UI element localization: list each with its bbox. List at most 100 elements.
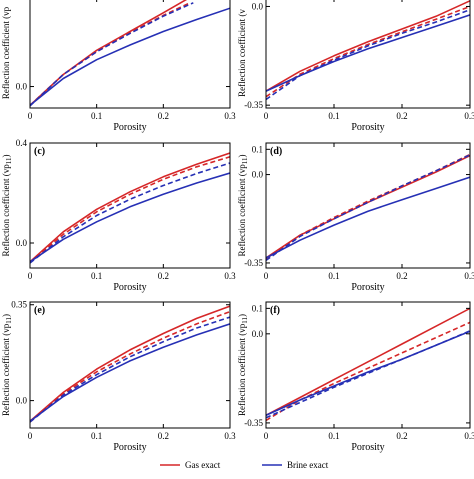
plot-frame [29, 142, 231, 269]
panel-5: 0 0.1 0.2 0.3 0.35 0.0 Porosity Reflection coef… [1, 300, 236, 453]
y-axis-label: Reflection coefficient (vp11) [237, 154, 249, 256]
series-line-2630b5-dashed [30, 2, 194, 107]
panel-label: (e) [34, 305, 45, 316]
y-axis-label-text: Reflection coefficient (vp [237, 164, 247, 257]
y-tick-label: 0.35 [11, 300, 27, 310]
y-axis-label: Reflection coefficient (vp11) [1, 314, 13, 416]
series-line-gas-exact [266, 307, 470, 417]
series-group [30, 0, 230, 107]
y-axis-label-close: ) [1, 154, 11, 157]
x-tick-label: 0.3 [464, 111, 474, 121]
x-tick-label: 0.1 [328, 431, 339, 441]
y-tick-label: 0.0 [16, 396, 28, 406]
y-tick-label: 0.4 [16, 138, 28, 148]
x-tick-label: 0.1 [91, 431, 102, 441]
y-tick-label: 0.0 [16, 82, 28, 92]
y-tick-label: 0.1 [252, 144, 263, 154]
y-tick-label: 0.0 [252, 329, 264, 339]
panel-2: 0 0.1 0.2 0.3 0.0 -0.35 Porosity Reflection coe… [237, 0, 474, 133]
series-line-brine-exact [30, 7, 230, 106]
series-line-brine-exact [266, 176, 470, 259]
series-line-d62728-dashed [30, 310, 230, 423]
panel-label: (f) [270, 305, 280, 316]
y-axis-label-subscript: 11 [5, 157, 13, 164]
panel-4: 0 0.1 0.2 0.3 0.1 0.0 -0.35 Porosity Reflection … [237, 142, 474, 293]
x-tick-label: 0.2 [396, 111, 407, 121]
y-axis-label: Reflection coefficient (vp [1, 6, 11, 99]
y-axis-label: Reflection coefficient (vp11) [237, 314, 249, 416]
series-line-brine-exact [266, 14, 470, 92]
y-axis-label-text: Reflection coefficient (vp [237, 323, 247, 416]
plot-frame [265, 301, 471, 429]
plot-frame [265, 0, 471, 109]
panels: 0 0.1 0.2 0.3 0.0 Porosity Reflection coeffici… [1, 0, 474, 453]
y-tick-label: -0.35 [244, 258, 263, 268]
series-line-2630b5-dashed [266, 330, 470, 419]
y-tick-label: 0.0 [16, 238, 28, 248]
series-group [266, 0, 470, 101]
x-tick-label: 0.1 [328, 111, 339, 121]
x-tick-label: 0.3 [464, 271, 474, 281]
series-line-d62728-dashed [30, 156, 230, 264]
series-line-brine-exact [30, 323, 230, 422]
y-axis-label-close: ) [1, 314, 11, 317]
x-tick-label: 0.2 [158, 271, 169, 281]
series-line-gas-exact [30, 152, 230, 263]
y-axis-label-text: Reflection coefficient (vp [1, 6, 11, 99]
x-tick-label: 0 [264, 431, 269, 441]
series-line-2630b5-dashed [266, 9, 470, 101]
y-axis-label-subscript: 11 [5, 316, 13, 323]
series-line-gas-exact [30, 305, 230, 422]
x-tick-label: 0.1 [328, 271, 339, 281]
series-group [30, 305, 230, 423]
y-axis-label-close: ) [237, 154, 247, 157]
x-axis-label: Porosity [113, 282, 146, 293]
panel-3: 0 0.1 0.2 0.3 0.0 0.4 Porosity Reflection coeff… [1, 138, 236, 293]
x-tick-label: 0 [28, 271, 33, 281]
y-axis-label-subscript: 11 [241, 157, 249, 164]
legend: Gas exact Brine exact [160, 460, 329, 470]
x-axis-label: Porosity [113, 122, 146, 133]
legend-label-brine-exact: Brine exact [287, 460, 329, 470]
series-line-brine-exact [30, 172, 230, 263]
series-line-2630b5-dashed [266, 154, 470, 262]
x-tick-label: 0 [28, 431, 33, 441]
x-tick-label: 0.2 [396, 271, 407, 281]
series-group [266, 153, 470, 262]
y-axis-label: Reflection coefficient (v [237, 9, 247, 97]
x-tick-label: 0.3 [464, 431, 474, 441]
y-tick-label: -0.35 [244, 418, 263, 428]
x-tick-label: 0.3 [224, 431, 236, 441]
y-axis-label-text: Reflection coefficient (vp [1, 164, 11, 257]
x-tick-label: 0.3 [224, 111, 236, 121]
panel-label: (d) [270, 146, 282, 157]
y-axis-label-text: Reflection coefficient (vp [1, 323, 11, 416]
panel-label: (c) [34, 146, 45, 157]
series-line-d62728-dashed [266, 321, 470, 422]
y-tick-label: 0.0 [252, 1, 264, 11]
series-line-d62728-dashed [266, 5, 470, 98]
y-axis-label-text: Reflection coefficient (v [237, 9, 247, 97]
y-tick-label: 0.1 [252, 303, 263, 313]
x-tick-label: 0 [264, 111, 269, 121]
x-axis-label: Porosity [113, 442, 146, 453]
x-tick-label: 0 [28, 111, 33, 121]
series-group [266, 307, 470, 422]
y-tick-label: -0.35 [244, 100, 263, 110]
x-tick-label: 0 [264, 271, 269, 281]
plot-frame [29, 301, 231, 429]
y-tick-label: 0.0 [252, 170, 264, 180]
panel-1: 0 0.1 0.2 0.3 0.0 Porosity Reflection coeffici… [1, 0, 236, 133]
series-line-gas-exact [266, 0, 470, 92]
x-tick-label: 0.2 [396, 431, 407, 441]
series-group [30, 152, 230, 264]
x-tick-label: 0.3 [224, 271, 236, 281]
x-tick-label: 0.1 [91, 271, 102, 281]
x-tick-label: 0.2 [158, 111, 169, 121]
plot-frame [29, 0, 231, 109]
x-axis-label: Porosity [351, 122, 384, 133]
x-tick-label: 0.1 [91, 111, 102, 121]
series-line-2630b5-dashed [30, 316, 230, 423]
